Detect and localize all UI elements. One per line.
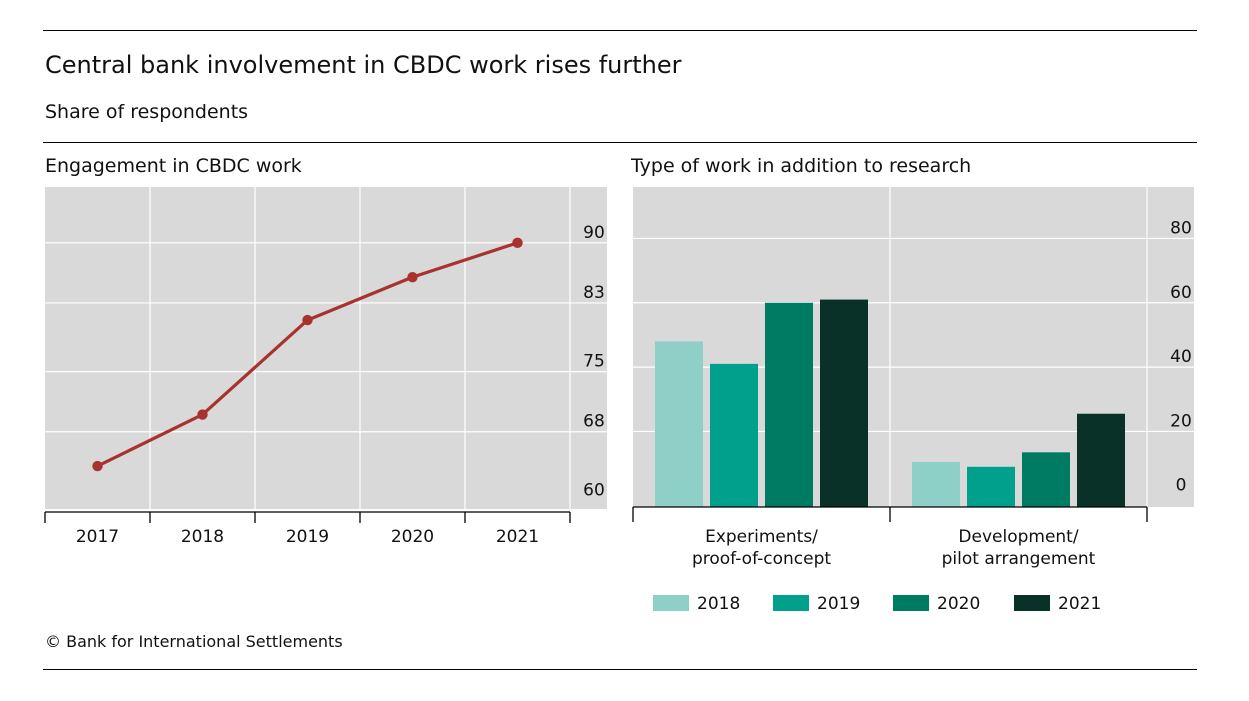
right-x-tick-label: Experiments/proof-of-concept bbox=[692, 527, 831, 569]
bar-2019-development bbox=[967, 466, 1015, 507]
right-y-tick-label: 20 bbox=[1170, 411, 1192, 431]
bar-2021-experiments bbox=[820, 299, 868, 507]
legend-swatch-2018 bbox=[653, 595, 689, 611]
left-x-tick-label: 2021 bbox=[496, 527, 539, 547]
left-x-tick-label: 2019 bbox=[286, 527, 329, 547]
left-y-tick-label: 68 bbox=[583, 412, 605, 432]
left-panel-title: Engagement in CBDC work bbox=[45, 155, 302, 177]
bar-2019-experiments bbox=[710, 363, 758, 507]
right-panel-title: Type of work in addition to research bbox=[631, 155, 972, 177]
left-x-tick-label: 2017 bbox=[76, 527, 119, 547]
left-x-tick-label: 2020 bbox=[391, 527, 434, 547]
bar-2021-development bbox=[1077, 413, 1125, 507]
left-y-tick-label: 60 bbox=[583, 480, 605, 500]
bar-2018-experiments bbox=[655, 341, 703, 507]
legend-label-2021: 2021 bbox=[1058, 594, 1101, 614]
legend-swatch-2021 bbox=[1014, 595, 1050, 611]
legend-label-2018: 2018 bbox=[697, 594, 740, 614]
top-rule bbox=[43, 30, 1197, 31]
right-x-tick-label: Development/pilot arrangement bbox=[942, 527, 1096, 569]
bar-2020-development bbox=[1022, 452, 1070, 507]
engagement-data-point bbox=[512, 237, 523, 249]
engagement-data-point bbox=[197, 409, 208, 420]
engagement-data-point bbox=[92, 460, 103, 472]
left-x-tick-label: 2018 bbox=[181, 527, 224, 547]
chart-title: Central bank involvement in CBDC work ri… bbox=[45, 51, 682, 79]
legend-label-2020: 2020 bbox=[937, 594, 980, 614]
left-y-tick-label: 75 bbox=[583, 352, 605, 372]
engagement-data-point bbox=[302, 314, 313, 326]
bottom-rule bbox=[43, 669, 1197, 670]
right-y-tick-label: 60 bbox=[1170, 283, 1192, 303]
bar-2018-development bbox=[912, 461, 960, 507]
left-plot-background bbox=[45, 187, 607, 509]
legend-swatch-2019 bbox=[773, 595, 809, 611]
right-y-tick-label: 80 bbox=[1170, 218, 1192, 238]
bar-2020-experiments bbox=[765, 302, 813, 507]
legend-swatch-2020 bbox=[893, 595, 929, 611]
right-y-tick-label: 0 bbox=[1176, 476, 1187, 496]
source-credit: © Bank for International Settlements bbox=[45, 632, 343, 651]
left-y-tick-label: 90 bbox=[583, 223, 605, 243]
legend-label-2019: 2019 bbox=[817, 594, 860, 614]
engagement-data-point bbox=[407, 271, 418, 283]
right-y-tick-label: 40 bbox=[1170, 347, 1192, 367]
header-rule bbox=[43, 142, 1197, 143]
chart-subtitle: Share of respondents bbox=[45, 101, 249, 123]
left-y-tick-label: 83 bbox=[583, 283, 605, 303]
